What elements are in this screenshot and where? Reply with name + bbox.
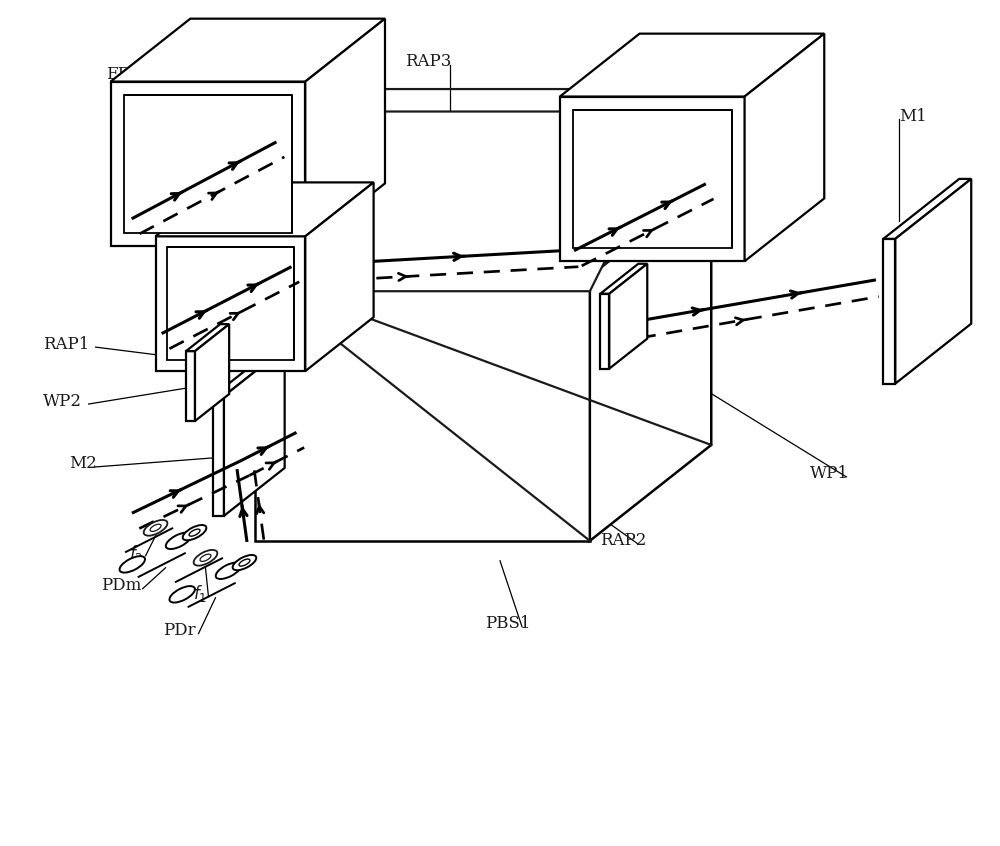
- Polygon shape: [124, 95, 292, 233]
- Ellipse shape: [194, 550, 217, 566]
- Text: RAP1: RAP1: [43, 336, 89, 353]
- Text: PDm: PDm: [101, 577, 141, 594]
- Polygon shape: [156, 183, 374, 236]
- Polygon shape: [255, 180, 711, 277]
- Polygon shape: [186, 351, 195, 421]
- Polygon shape: [111, 19, 385, 81]
- Polygon shape: [195, 324, 229, 421]
- Ellipse shape: [144, 520, 167, 536]
- Text: RAP2: RAP2: [600, 532, 646, 549]
- Text: PBS1: PBS1: [485, 615, 531, 632]
- Polygon shape: [213, 348, 285, 396]
- Polygon shape: [883, 179, 971, 239]
- Text: M2: M2: [69, 455, 96, 472]
- Polygon shape: [590, 180, 711, 541]
- Polygon shape: [224, 348, 285, 516]
- Polygon shape: [186, 324, 229, 351]
- Polygon shape: [745, 34, 824, 261]
- Polygon shape: [156, 236, 305, 371]
- Polygon shape: [560, 34, 824, 96]
- Text: M1: M1: [899, 108, 927, 125]
- Polygon shape: [600, 294, 609, 369]
- Polygon shape: [895, 179, 971, 383]
- Ellipse shape: [216, 563, 241, 579]
- Text: PDr: PDr: [163, 622, 195, 640]
- Ellipse shape: [233, 555, 256, 570]
- Text: RAP3: RAP3: [405, 53, 452, 70]
- Ellipse shape: [150, 525, 161, 531]
- Polygon shape: [200, 112, 680, 291]
- Polygon shape: [560, 96, 745, 261]
- Ellipse shape: [189, 529, 200, 536]
- Polygon shape: [883, 239, 895, 383]
- Polygon shape: [111, 81, 305, 246]
- Polygon shape: [305, 183, 374, 371]
- Ellipse shape: [200, 554, 211, 562]
- Text: $f_2$: $f_2$: [129, 543, 143, 564]
- Text: $f_1$: $f_1$: [193, 583, 207, 604]
- Polygon shape: [305, 19, 385, 246]
- Text: FR1: FR1: [106, 66, 140, 83]
- Text: FR2: FR2: [610, 66, 645, 83]
- Ellipse shape: [169, 586, 195, 602]
- Polygon shape: [600, 264, 647, 294]
- Ellipse shape: [120, 556, 145, 573]
- Polygon shape: [167, 247, 294, 360]
- Ellipse shape: [239, 559, 250, 566]
- Text: WP2: WP2: [43, 393, 82, 409]
- Polygon shape: [609, 264, 647, 369]
- Polygon shape: [573, 109, 732, 248]
- Polygon shape: [255, 277, 590, 541]
- Text: PBS2: PBS2: [191, 296, 236, 313]
- Ellipse shape: [166, 533, 191, 549]
- Polygon shape: [213, 396, 224, 516]
- Ellipse shape: [183, 525, 206, 541]
- Text: WP1: WP1: [809, 465, 848, 482]
